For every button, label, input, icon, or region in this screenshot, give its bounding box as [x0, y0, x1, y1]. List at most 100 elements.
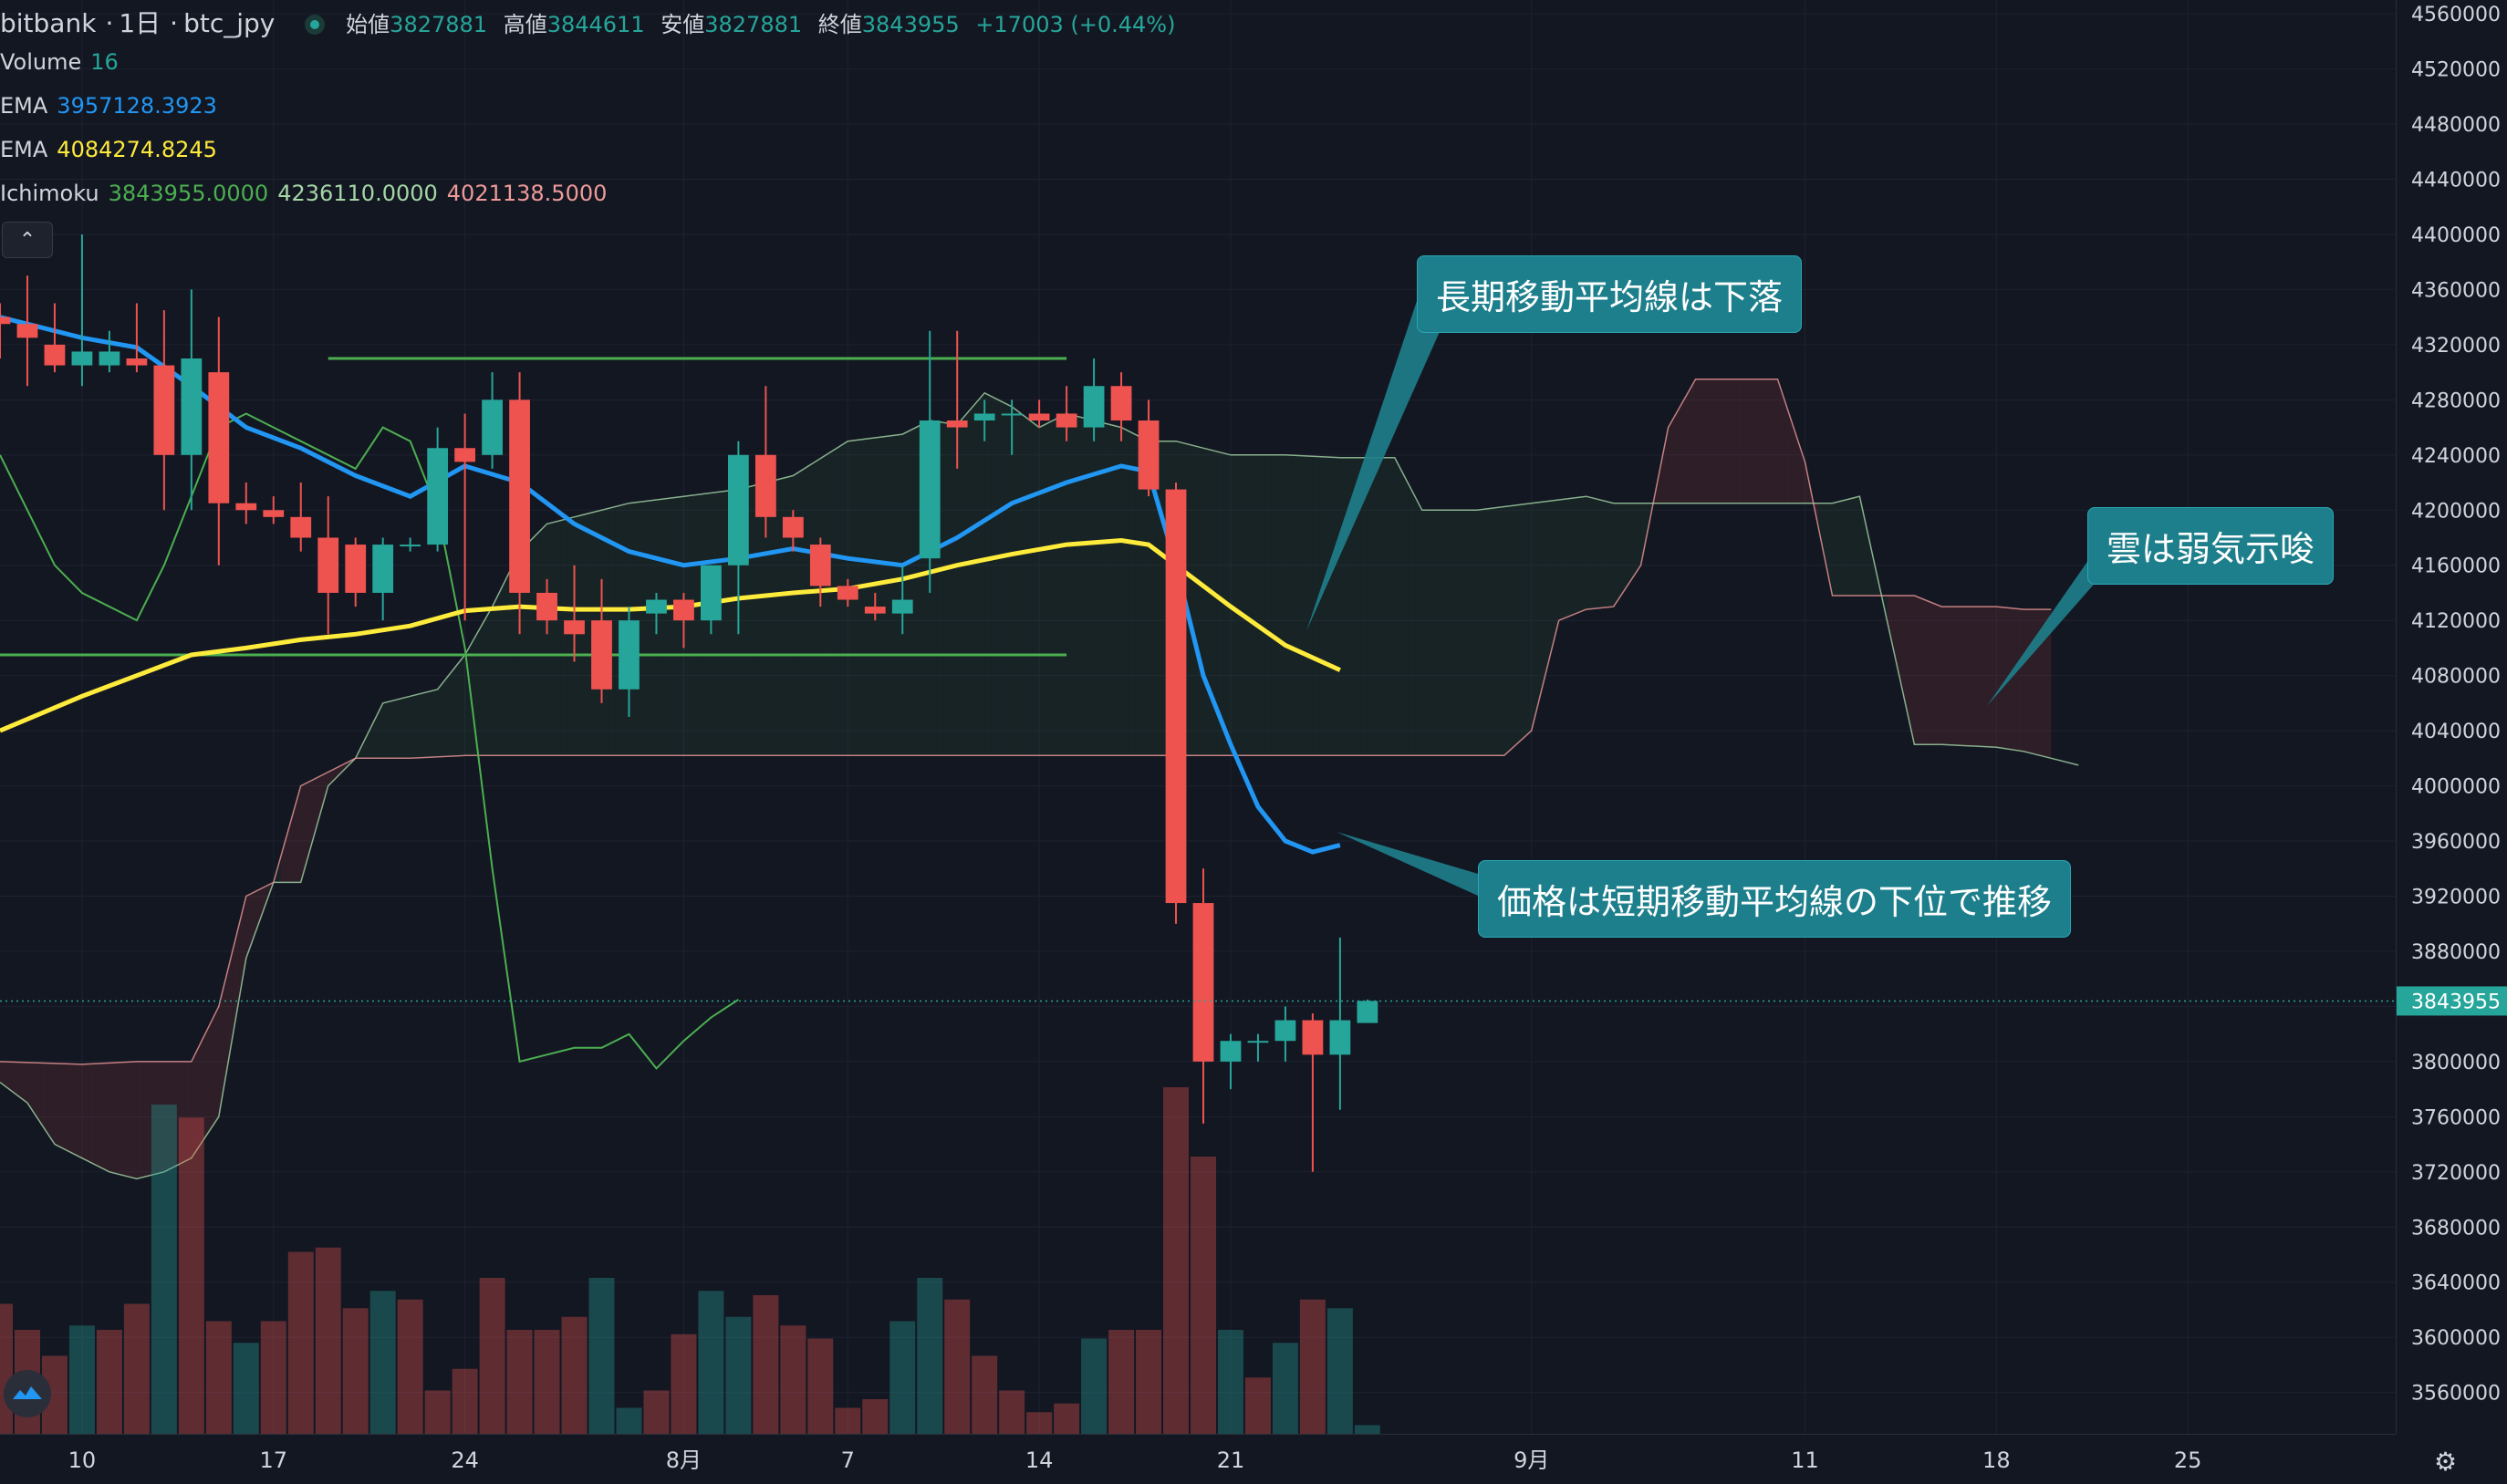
change-value: +17003 (+0.44%): [975, 12, 1176, 37]
time-tick-label: 18: [1982, 1448, 2011, 1473]
volume-bar: [1299, 1299, 1326, 1434]
ema-long-label: EMA: [0, 137, 48, 162]
cloud-segment: [1517, 503, 1525, 743]
volume-legend[interactable]: Volume 16: [0, 49, 128, 75]
cloud-segment: [1108, 423, 1115, 756]
volume-bar: [1136, 1330, 1162, 1434]
collapse-legend-button[interactable]: ⌃: [2, 222, 53, 258]
price-tick-label: 3680000: [2411, 1217, 2501, 1240]
cloud-segment: [1128, 431, 1136, 756]
volume-bar: [342, 1308, 369, 1434]
cloud-segment: [1449, 510, 1457, 756]
annotation-cloud: 雲は弱気示唆: [2087, 507, 2335, 585]
ema-long-legend[interactable]: EMA 4084274.8245: [0, 137, 226, 162]
volume-bar: [835, 1407, 861, 1434]
cloud-segment: [2044, 609, 2052, 759]
candle-body: [290, 516, 312, 538]
candle-body: [946, 420, 968, 428]
interval-label[interactable]: 1日: [119, 8, 161, 38]
tradingview-logo-icon[interactable]: [4, 1370, 51, 1417]
candle-body: [701, 565, 722, 621]
cloud-segment: [68, 1064, 76, 1155]
candle-body: [208, 372, 230, 503]
ichimoku-legend[interactable]: Ichimoku 3843955.0000 4236110.0000 4021138.…: [0, 181, 616, 206]
candle: [1357, 999, 1378, 1023]
cloud-segment: [177, 1061, 185, 1166]
price-tick-label: 4560000: [2411, 4, 2501, 26]
candle-body: [1357, 1001, 1378, 1023]
cloud-segment: [779, 477, 786, 756]
candle-body: [754, 454, 776, 517]
cloud-segment: [574, 514, 582, 756]
volume-bar: [506, 1330, 533, 1434]
cloud-segment: [1306, 455, 1313, 756]
current-price-label: 3843955: [2411, 991, 2501, 1013]
time-axis[interactable]: 10 17 24 8月 7 14 21 9月 11 18 25: [0, 1434, 2396, 1480]
cloud-segment: [294, 785, 301, 883]
cloud-segment: [1503, 505, 1512, 756]
cloud-segment: [0, 1061, 7, 1088]
cloud-segment: [1941, 607, 1949, 745]
cloud-segment: [212, 1006, 219, 1127]
volume-bar: [1081, 1338, 1108, 1434]
cloud-segment: [950, 423, 958, 756]
candle-body: [16, 324, 38, 338]
cloud-segment: [1675, 403, 1682, 503]
cloud-segment: [1634, 503, 1641, 576]
cloud-segment: [513, 551, 520, 756]
grid: [0, 0, 2396, 1434]
candle-body: [536, 592, 557, 621]
candle-body: [1028, 413, 1050, 421]
candle: [619, 607, 640, 717]
cloud-segment: [34, 1063, 41, 1124]
price-axis[interactable]: 3560000 3600000 3640000 3680000 3720000 37600…: [2396, 0, 2507, 1434]
cloud-segment: [642, 500, 650, 756]
volume-bar: [452, 1368, 478, 1434]
cloud-segment: [1893, 595, 1901, 683]
candle-body: [1165, 489, 1187, 904]
volume-bar: [889, 1321, 916, 1434]
cloud-segment: [1750, 379, 1758, 503]
candle-body: [1110, 386, 1132, 421]
high-value: 3844611: [546, 12, 645, 37]
cloud-segment: [116, 1062, 123, 1176]
cloud-segment: [1271, 454, 1279, 756]
ema-long-value: 4084274.8245: [57, 137, 217, 162]
cloud-segment: [390, 700, 397, 759]
candle-body: [1056, 413, 1077, 428]
price-tick-label: 3960000: [2411, 831, 2501, 854]
price-tick-label: 4040000: [2411, 721, 2501, 743]
cloud-segment: [909, 427, 917, 756]
gear-icon[interactable]: ⚙: [2434, 1447, 2458, 1477]
volume-bar: [643, 1390, 670, 1434]
cloud-segment: [1039, 423, 1046, 756]
time-tick-label: 21: [1217, 1448, 1245, 1473]
candle: [1056, 386, 1077, 441]
volume-bar: [123, 1303, 150, 1434]
volume-bar: [588, 1278, 615, 1434]
cloud-segment: [478, 618, 486, 756]
ema-short-value: 3957128.3923: [57, 93, 217, 119]
cloud-segment: [88, 1064, 96, 1166]
volume-bar: [561, 1316, 588, 1434]
volume-bar: [205, 1321, 232, 1434]
ema-short-legend[interactable]: EMA 3957128.3923: [0, 93, 226, 119]
candle-body: [235, 503, 257, 511]
cloud-segment: [1566, 498, 1573, 618]
volume-bar: [999, 1390, 1025, 1434]
cloud-segment: [1292, 455, 1299, 756]
cloud-segment: [875, 436, 882, 756]
cloud-segment: [1613, 503, 1621, 607]
candle-body: [71, 351, 93, 366]
candle: [454, 413, 476, 621]
cloud-segment: [2010, 607, 2017, 751]
cloud-segment: [61, 1064, 68, 1152]
cloud-segment: [670, 497, 677, 756]
cloud-segment: [1531, 502, 1539, 732]
cloud-segment: [799, 467, 807, 756]
cloud-segment: [1066, 413, 1074, 756]
cloud-segment: [1114, 425, 1122, 756]
volume-bar: [397, 1299, 423, 1434]
cloud-segment: [1743, 379, 1751, 503]
